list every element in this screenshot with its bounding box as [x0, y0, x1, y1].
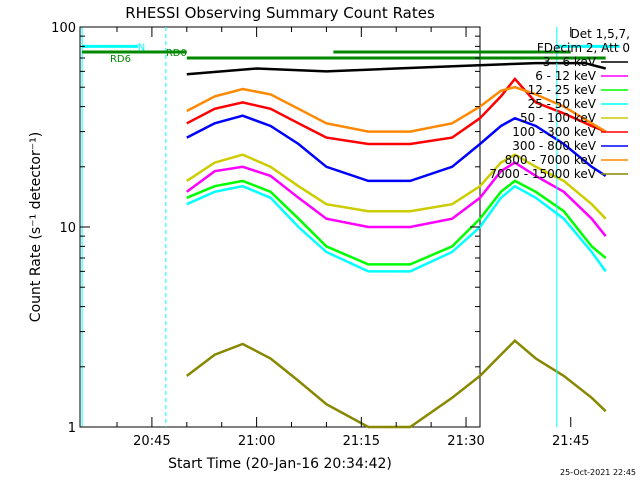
- legend-entry-label: 25 - 50 keV: [528, 97, 597, 111]
- status-bar-label-rd0: RD0: [166, 48, 187, 59]
- status-bar-label-rd6: RD6: [110, 54, 131, 65]
- legend-entry-label: 7000 - 15000 keV: [489, 167, 596, 181]
- series-line-300-800-kev: [186, 114, 607, 183]
- chart-title: RHESSI Observing Summary Count Rates: [125, 4, 435, 22]
- y-tick-label: 1: [68, 421, 76, 436]
- x-tick-label: 21:00: [238, 434, 275, 449]
- x-tick-label: 21:45: [552, 434, 589, 449]
- series-traces: [186, 61, 607, 429]
- y-tick-label: 10: [59, 221, 76, 236]
- series-line-100-300-kev: [186, 76, 607, 146]
- y-axis-label: Count Rate (s⁻¹ detector⁻¹): [28, 132, 44, 322]
- legend-entry-label: 12 - 25 keV: [528, 83, 597, 97]
- x-axis-label: Start Time (20-Jan-16 20:34:42): [168, 456, 392, 472]
- legend-entry-label: 800 - 7000 keV: [505, 153, 597, 167]
- legend-entry-label: 3 - 6 keV: [543, 55, 597, 69]
- x-tick-label: 21:15: [343, 434, 380, 449]
- legend-title-line-1: Det 1,5,7,: [571, 27, 631, 41]
- y-tick-label: 100: [51, 21, 76, 36]
- series-line-6-12-kev: [186, 161, 607, 237]
- series-line-800-7000-kev: [186, 85, 607, 133]
- y-axis-ticks: 1 10 100: [51, 21, 480, 436]
- series-line-50-100-kev: [186, 153, 607, 220]
- legend-entry-label: 50 - 100 keV: [520, 111, 597, 125]
- legend-entry-label: 300 - 800 keV: [512, 139, 596, 153]
- status-bar-label-n: N: [138, 42, 145, 53]
- x-tick-label: 20:45: [133, 434, 170, 449]
- legend-entry-label: 100 - 300 keV: [512, 125, 596, 139]
- legend-title-line-2: FDecim 2, Att 0: [537, 41, 630, 55]
- status-bars: RD0 RD6 N: [82, 42, 620, 65]
- series-line-25-50-kev: [186, 184, 607, 273]
- legend-entry-label: 6 - 12 keV: [535, 69, 597, 83]
- series-line-7000-15000-kev: [186, 339, 607, 429]
- series-line-12-25-kev: [186, 179, 607, 266]
- series-line-3-6-kev: [186, 61, 607, 76]
- annotation-timestamp: 25-Oct-2021 22:45: [560, 468, 636, 477]
- x-tick-label: 21:30: [447, 434, 484, 449]
